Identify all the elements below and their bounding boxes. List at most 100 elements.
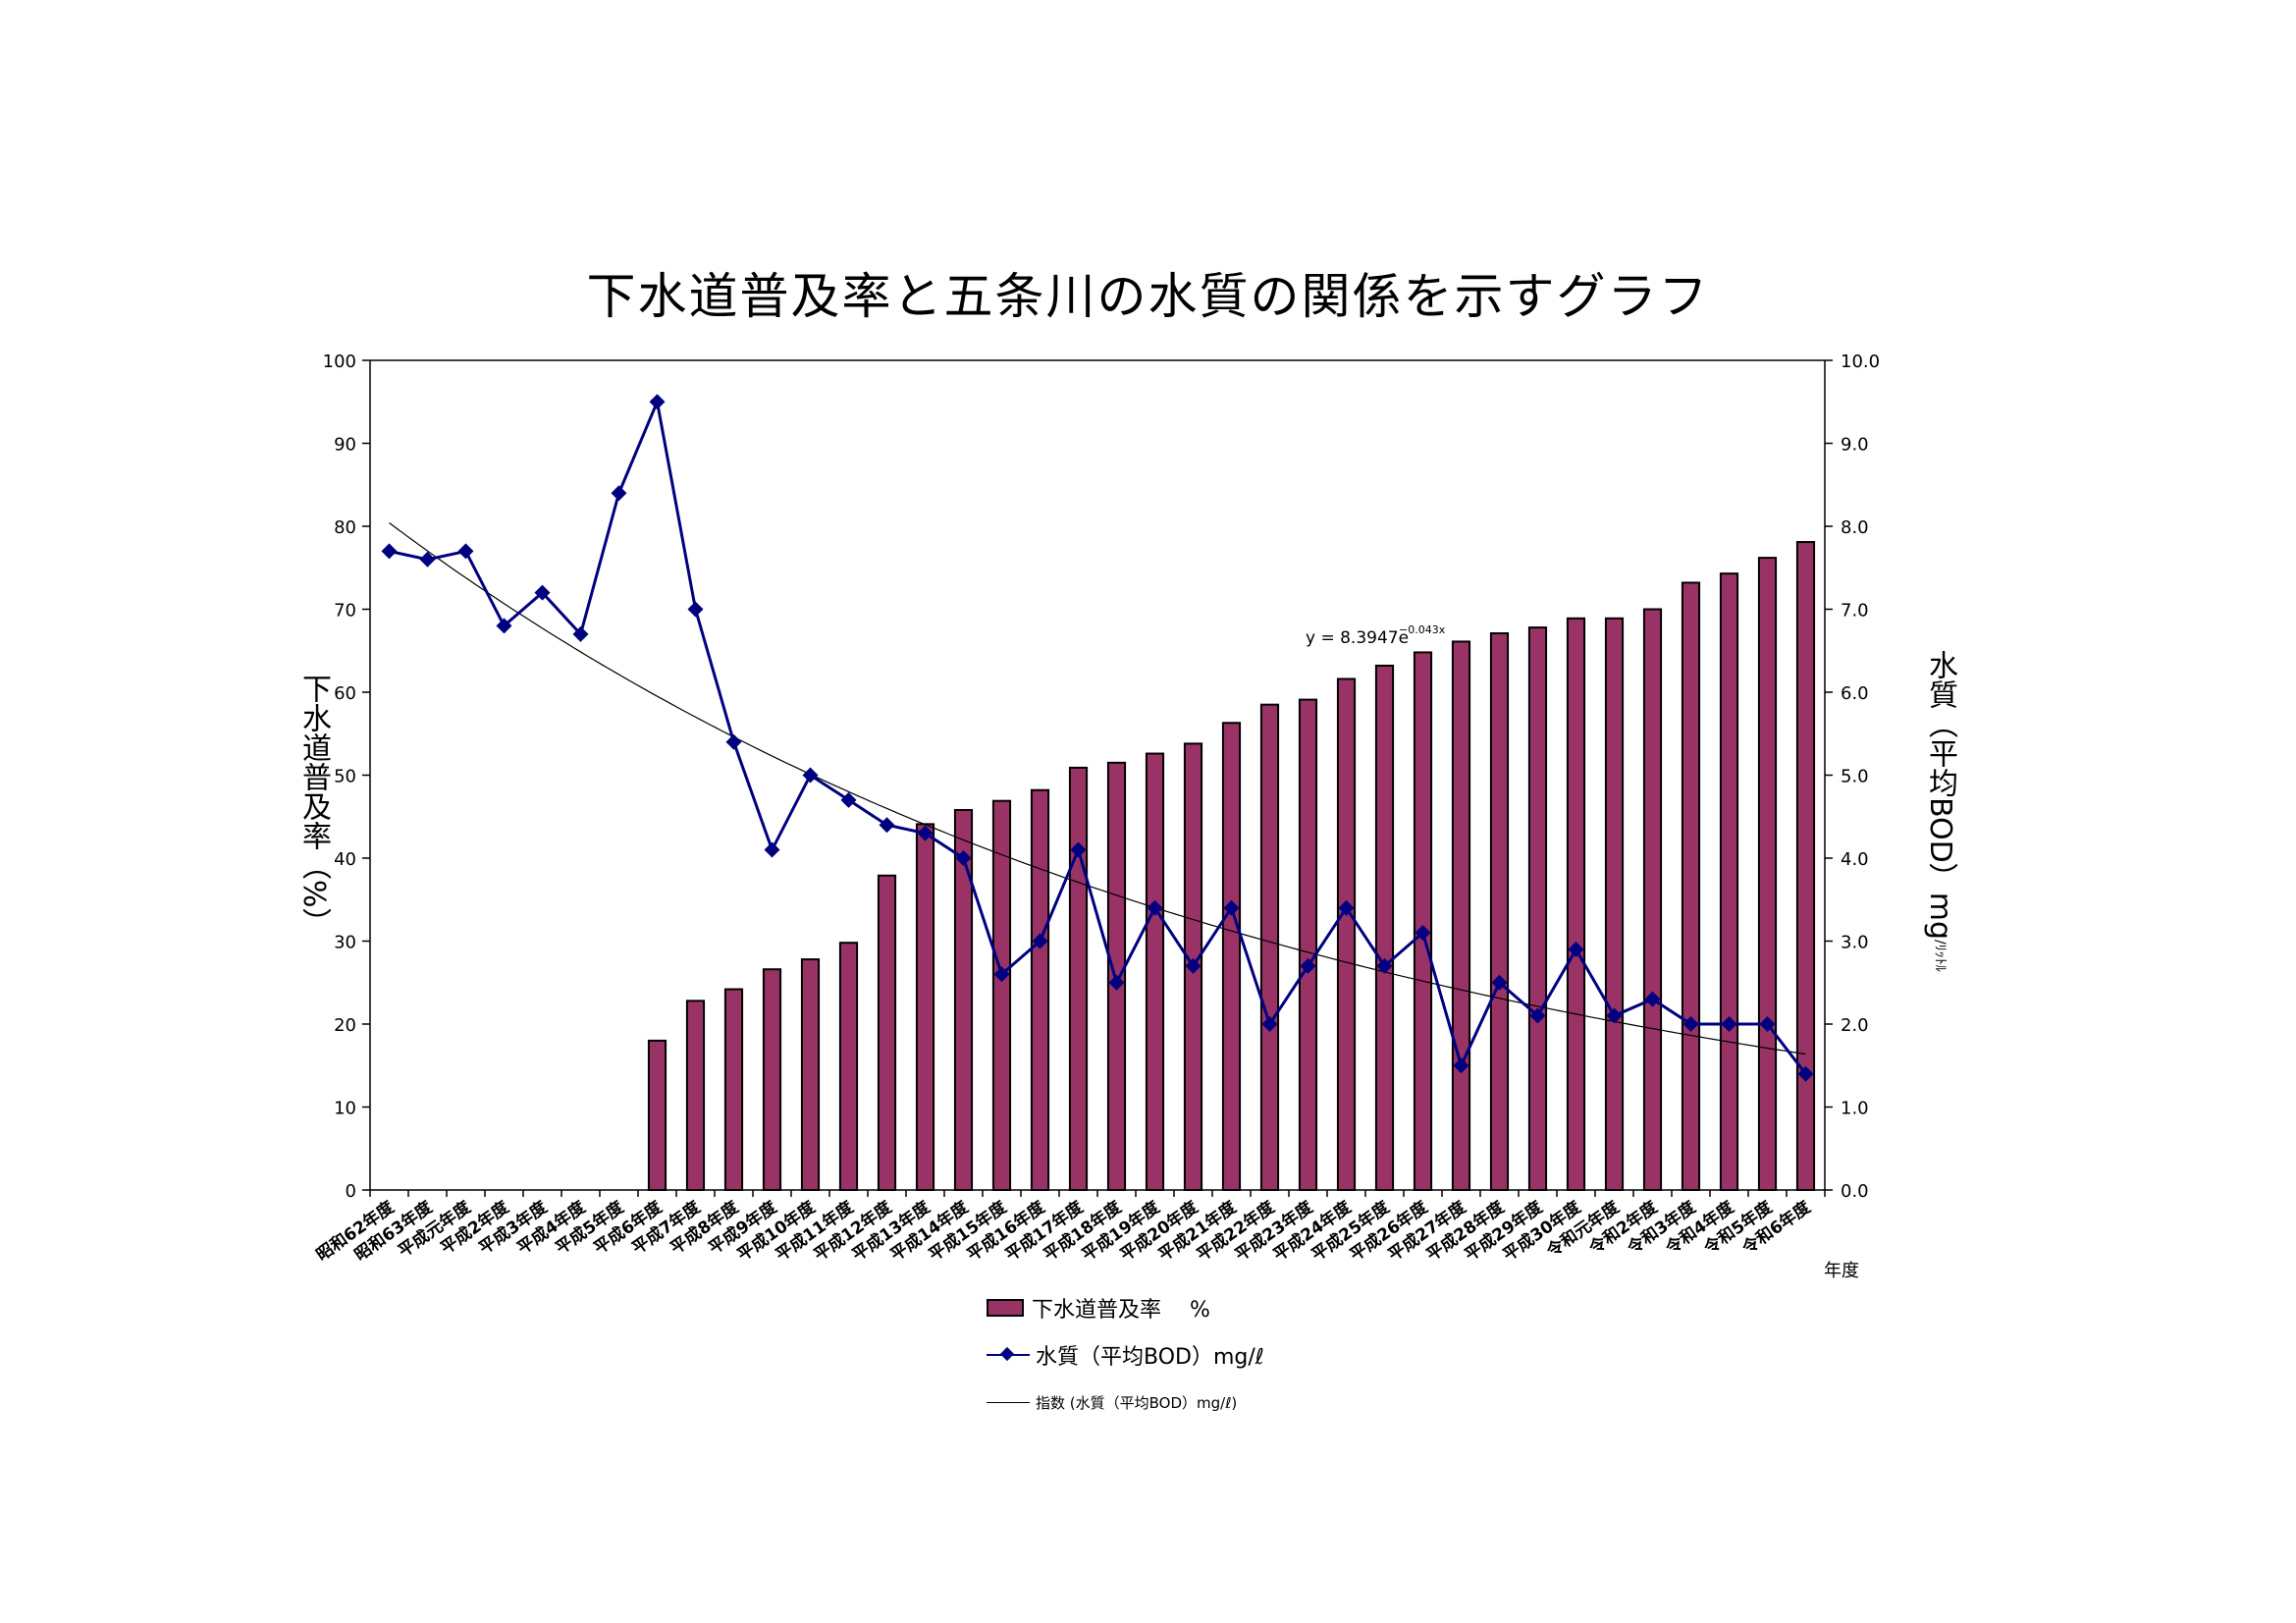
- bar: [1221, 722, 1242, 1191]
- trendline: [389, 522, 1806, 1055]
- right-tick-label: 3.0: [1841, 933, 1869, 953]
- legend-label-trend: 指数 (水質（平均BOD）mg/ℓ): [1036, 1393, 1238, 1412]
- left-tick-label: 60: [334, 683, 356, 704]
- bar: [915, 823, 935, 1191]
- bar: [1604, 617, 1625, 1191]
- diamond-marker-icon: [419, 551, 436, 568]
- bar: [1642, 608, 1663, 1191]
- bar: [800, 958, 821, 1192]
- diamond-marker-icon: [1568, 941, 1584, 957]
- bar: [1336, 677, 1357, 1191]
- diamond-marker-icon: [802, 767, 819, 784]
- diamond-marker-icon: [917, 825, 934, 841]
- bar-swatch-icon: [987, 1299, 1024, 1317]
- right-tick-label: 9.0: [1841, 435, 1869, 456]
- legend-item-line: 水質（平均BOD）mg/ℓ: [987, 1331, 1264, 1379]
- bar: [762, 968, 782, 1191]
- diamond-marker-icon: [381, 543, 398, 560]
- chart-title: 下水道普及率と五条川の水質の関係を示すグラフ: [586, 268, 1710, 325]
- diamond-marker-icon: [1529, 1007, 1546, 1024]
- diamond-marker-icon: [993, 966, 1010, 983]
- bar: [1451, 640, 1471, 1191]
- trend-equation: y = 8.3947e: [1306, 628, 1409, 648]
- bar: [1719, 572, 1739, 1191]
- bar: [1413, 651, 1433, 1191]
- right-tick-label: 7.0: [1841, 601, 1869, 622]
- legend-item-bar: 下水道普及率 %: [987, 1284, 1264, 1331]
- diamond-marker-icon: [955, 850, 972, 866]
- bar: [991, 799, 1012, 1191]
- x-axis-unit-label: 年度: [1824, 1261, 1859, 1281]
- bar: [953, 808, 974, 1191]
- right-tick-label: 4.0: [1841, 849, 1869, 870]
- bar: [1795, 541, 1816, 1191]
- bar: [723, 988, 744, 1192]
- diamond-marker-icon: [1797, 1065, 1814, 1082]
- left-axis-label: 下水道普及率（%）: [296, 674, 331, 938]
- diamond-marker-icon: [1491, 974, 1508, 991]
- diamond-marker-icon: [1108, 974, 1125, 991]
- right-tick-label: 2.0: [1841, 1015, 1869, 1036]
- diamond-marker-icon: [764, 841, 780, 858]
- right-tick-label: 8.0: [1841, 517, 1869, 538]
- bar: [1681, 581, 1701, 1191]
- diamond-marker-icon: [1453, 1057, 1469, 1074]
- left-tick-label: 70: [334, 601, 356, 622]
- diamond-marker-icon: [1261, 1016, 1278, 1032]
- bar: [1145, 752, 1165, 1192]
- left-tick-label: 50: [334, 767, 356, 787]
- left-tick-label: 100: [323, 352, 356, 372]
- diamond-marker-icon: [572, 625, 589, 642]
- diamond-marker-icon: [611, 485, 627, 502]
- right-tick-label: 6.0: [1841, 683, 1869, 704]
- left-tick-label: 0: [346, 1181, 356, 1202]
- bar: [1566, 617, 1586, 1191]
- diamond-marker-icon: [879, 817, 895, 834]
- diamond-line-icon: [987, 1345, 1030, 1365]
- diamond-marker-icon: [1415, 925, 1431, 942]
- right-axis-label-main: 水質（平均BOD）mg: [1923, 650, 1957, 941]
- legend-label-bar: 下水道普及率 %: [1032, 1298, 1210, 1323]
- right-tick-label: 0.0: [1841, 1181, 1869, 1202]
- diamond-marker-icon: [457, 543, 474, 560]
- diamond-marker-icon: [1759, 1016, 1776, 1032]
- diamond-marker-icon: [1300, 957, 1316, 974]
- legend: 下水道普及率 % 水質（平均BOD）mg/ℓ 指数 (水質（平均BOD）mg/ℓ…: [987, 1284, 1264, 1426]
- trend-equation-exponent: −0.043x: [1399, 623, 1446, 636]
- bar: [1030, 788, 1050, 1192]
- bar: [685, 1000, 706, 1192]
- diamond-marker-icon: [534, 584, 551, 601]
- diamond-marker-icon: [840, 791, 857, 808]
- left-tick-label: 30: [334, 933, 356, 953]
- diamond-marker-icon: [725, 733, 742, 750]
- diamond-marker-icon: [496, 618, 512, 634]
- trend-line-icon: [987, 1392, 1030, 1412]
- legend-label-line: 水質（平均BOD）mg/ℓ: [1036, 1345, 1264, 1370]
- bar: [838, 942, 859, 1191]
- legend-item-trend: 指数 (水質（平均BOD）mg/ℓ): [987, 1379, 1264, 1426]
- right-axis-label: 水質（平均BOD）mg/ﾘｯﾄﾙ: [1912, 650, 1957, 972]
- bar: [1527, 626, 1548, 1191]
- bar: [1489, 632, 1510, 1191]
- right-tick-label: 10.0: [1841, 352, 1880, 372]
- diamond-marker-icon: [1147, 899, 1163, 916]
- diamond-marker-icon: [687, 601, 704, 618]
- diamond-marker-icon: [1223, 899, 1240, 916]
- left-tick-label: 10: [334, 1099, 356, 1119]
- bar: [1259, 703, 1280, 1191]
- diamond-marker-icon: [1185, 957, 1201, 974]
- diamond-marker-icon: [1682, 1016, 1699, 1032]
- bod-line: [389, 397, 1807, 1075]
- diamond-marker-icon: [1644, 991, 1661, 1007]
- diamond-marker-icon: [1721, 1016, 1737, 1032]
- left-tick-label: 20: [334, 1015, 356, 1036]
- diamond-marker-icon: [1032, 933, 1048, 949]
- diamond-marker-icon: [649, 394, 666, 410]
- diamond-marker-icon: [1070, 841, 1087, 858]
- bar: [1068, 766, 1089, 1192]
- bar: [1374, 664, 1395, 1191]
- right-tick-label: 5.0: [1841, 767, 1869, 787]
- left-tick-label: 40: [334, 849, 356, 870]
- right-tick-label: 1.0: [1841, 1099, 1869, 1119]
